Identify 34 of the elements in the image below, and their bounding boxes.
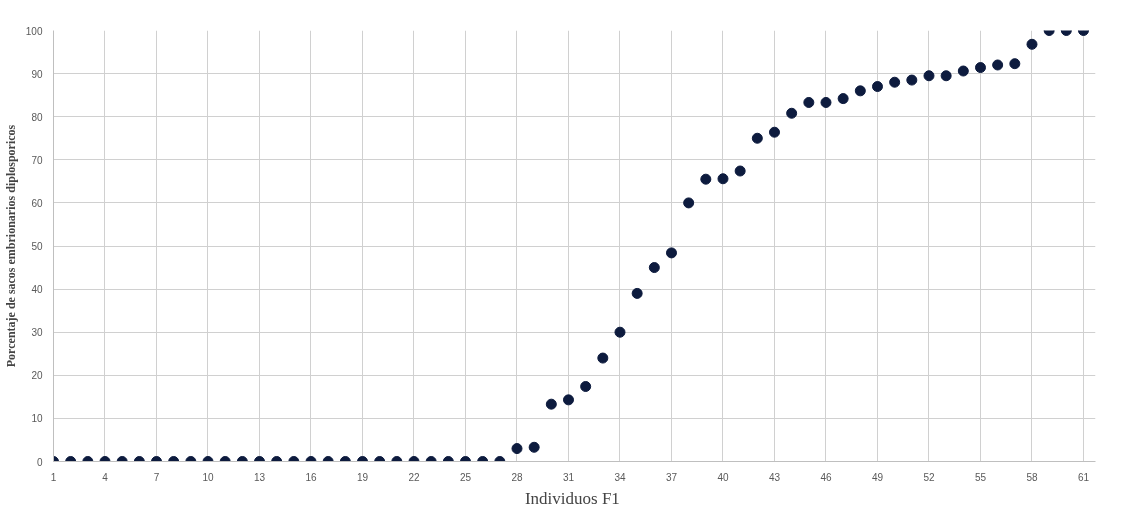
x-tick-label: 25 bbox=[459, 471, 472, 483]
y-tick-label: 40 bbox=[31, 284, 43, 296]
x-tick-label: 31 bbox=[562, 471, 575, 483]
y-tick-label: 0 bbox=[36, 456, 43, 468]
x-tick-label: 13 bbox=[253, 471, 266, 483]
y-tick-label: 100 bbox=[25, 25, 43, 37]
x-tick-label: 52 bbox=[923, 471, 935, 483]
x-axis-title: Individuos F1 bbox=[524, 488, 620, 508]
x-tick-label: 46 bbox=[820, 471, 832, 483]
y-tick-label: 20 bbox=[31, 370, 43, 382]
x-tick-label: 16 bbox=[305, 471, 317, 483]
x-tick-label: 22 bbox=[408, 471, 420, 483]
x-tick-label: 61 bbox=[1077, 471, 1090, 483]
y-axis-title: Porcentaje de sacos embrionarios diplosporicos bbox=[3, 124, 18, 368]
x-tick-label: 58 bbox=[1026, 471, 1038, 483]
x-tick-label: 37 bbox=[665, 471, 678, 483]
y-tick-label: 10 bbox=[31, 413, 43, 425]
y-tick-label: 60 bbox=[31, 197, 43, 209]
x-tick-label: 7 bbox=[153, 471, 160, 483]
y-tick-label: 30 bbox=[31, 327, 43, 339]
x-tick-label: 19 bbox=[356, 471, 369, 483]
x-tick-label: 55 bbox=[974, 471, 987, 483]
x-tick-label: 49 bbox=[871, 471, 884, 483]
x-tick-label: 43 bbox=[768, 471, 781, 483]
y-tick-label: 70 bbox=[31, 154, 43, 166]
y-tick-label: 80 bbox=[31, 111, 43, 123]
x-tick-label: 4 bbox=[102, 471, 109, 483]
x-tick-label: 10 bbox=[202, 471, 214, 483]
x-tick-label: 34 bbox=[614, 471, 626, 483]
y-tick-label: 90 bbox=[31, 68, 43, 80]
x-tick-label: 40 bbox=[717, 471, 729, 483]
x-tick-label: 1 bbox=[50, 471, 57, 483]
x-tick-label: 28 bbox=[511, 471, 523, 483]
y-tick-label: 50 bbox=[31, 241, 43, 252]
